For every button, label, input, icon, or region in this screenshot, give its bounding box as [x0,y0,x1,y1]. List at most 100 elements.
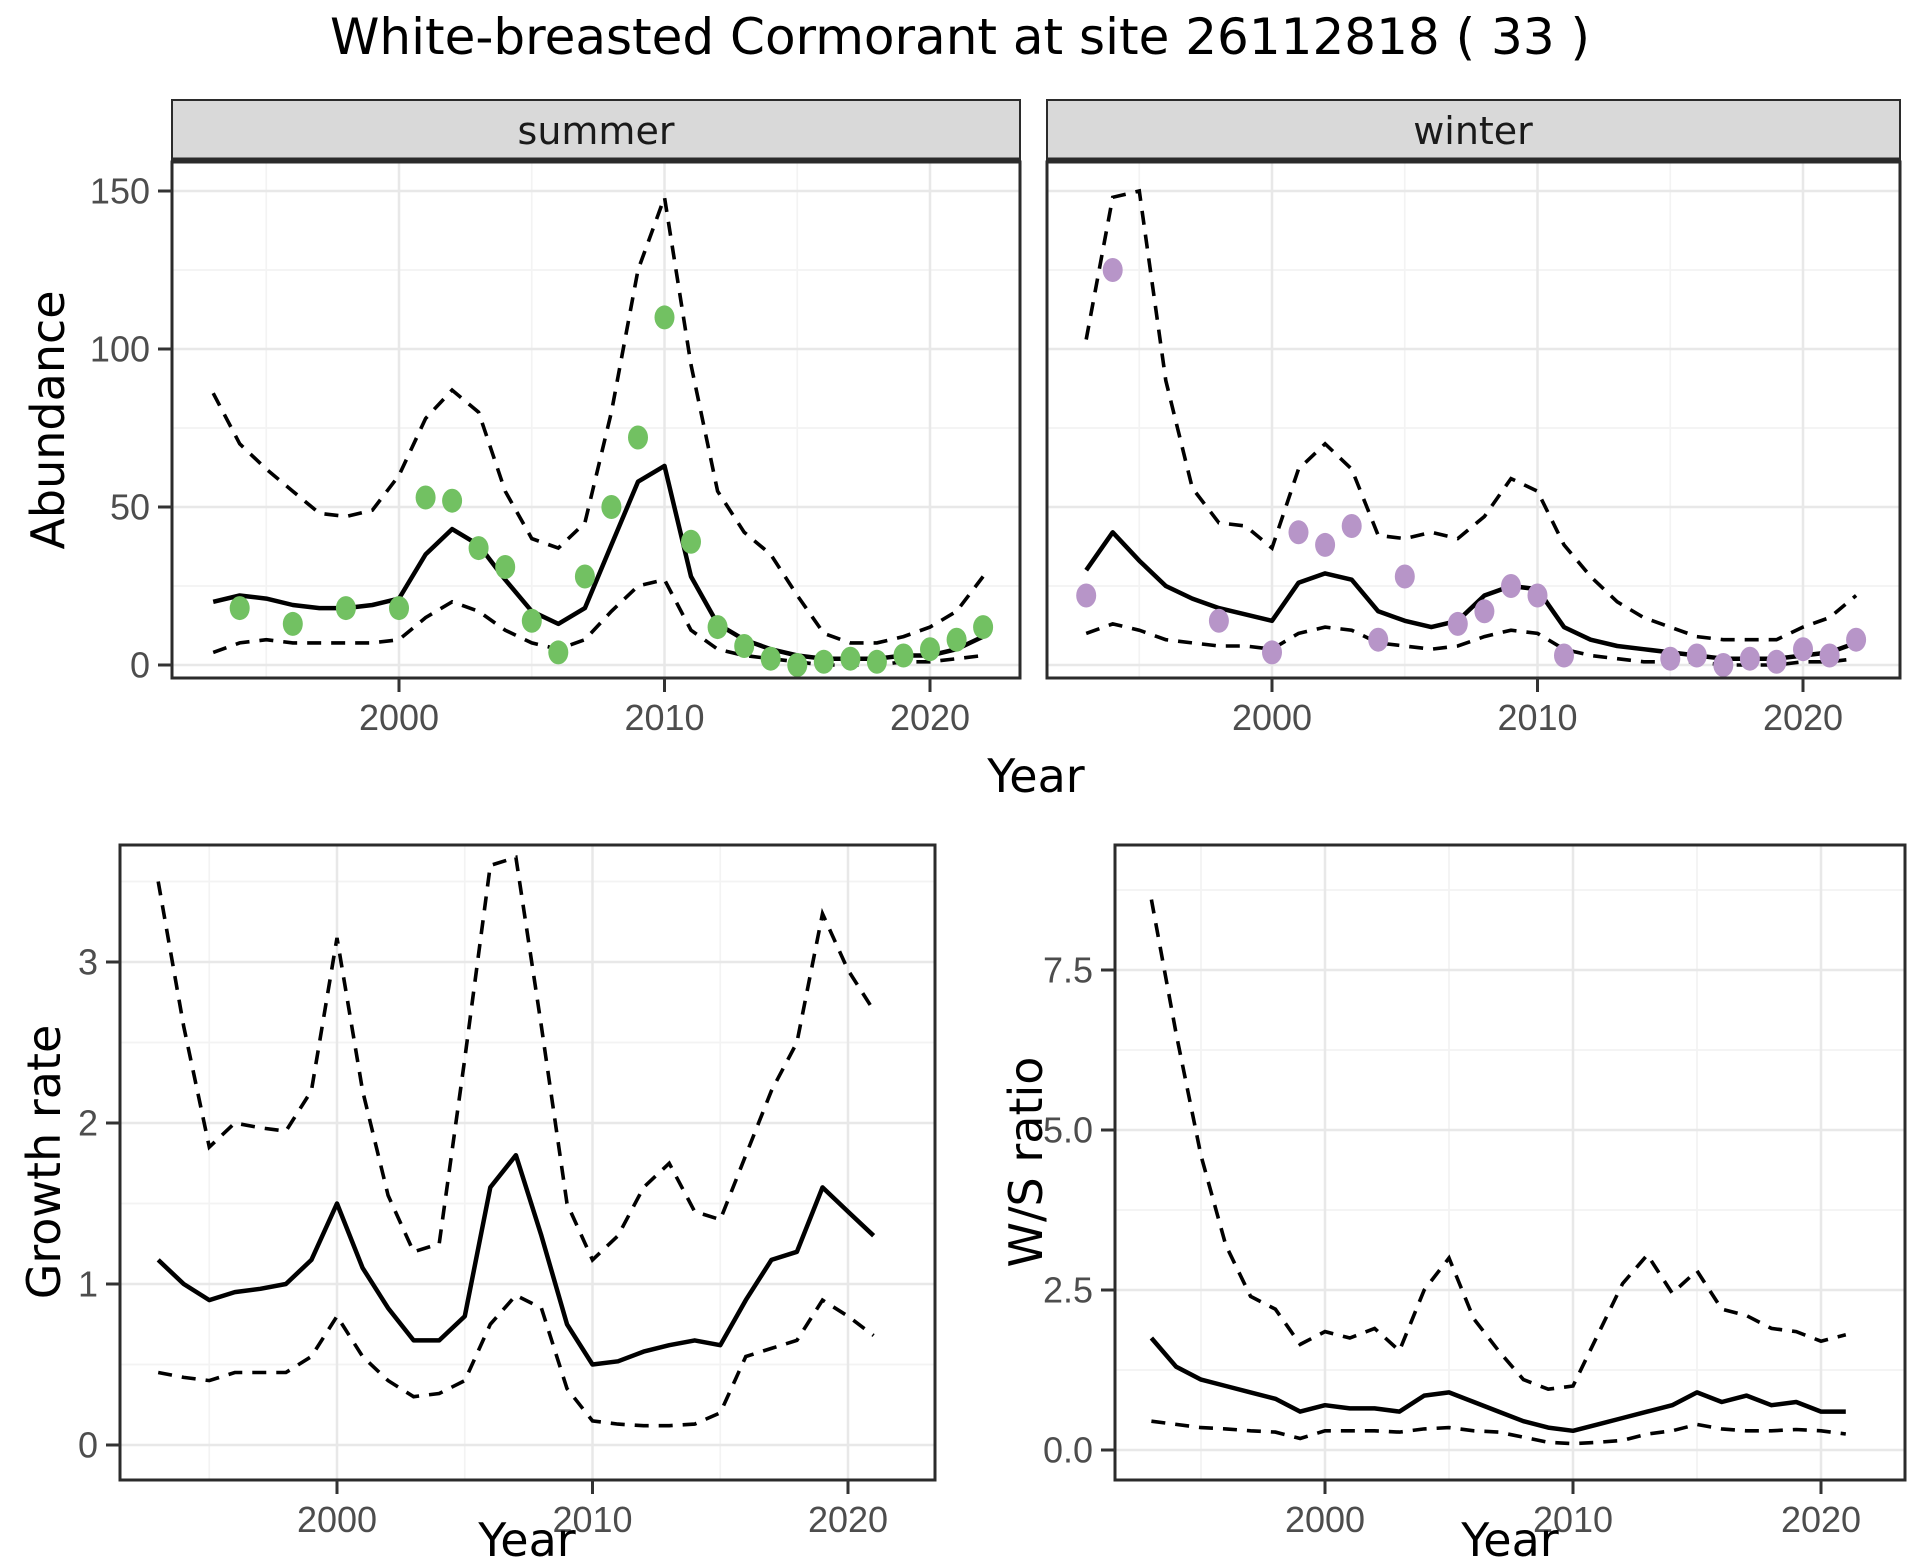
panel-border [118,843,937,1482]
growth-rate-panel: 2000 2010 2020 0 1 2 3 [78,843,937,1540]
fit-line [156,1152,876,1367]
observation-point [1660,646,1681,671]
observation-point [813,649,834,674]
panel-border [1113,843,1907,1482]
x-tick-label: 2010 [1533,1499,1613,1540]
x-axis-title-year-top: Year [986,749,1084,803]
observation-point [840,646,861,671]
x-tick-label: 2000 [1232,697,1312,738]
lower-ci-line [1151,1419,1847,1446]
observation-point [734,634,755,658]
observation-point [521,608,542,633]
abundance-facet-chart: 2000 2010 2020 0 50 100 150 2000 2010 2020 summer… [21,99,1902,803]
y-tick-label: 3 [78,942,98,983]
y-tick-label: 0.0 [1043,1430,1093,1471]
y-tick-label: 2 [78,1103,98,1144]
ws-ratio-chart: 2000 2010 2020 0.0 2.5 5.0 7.5 W/S ratio Year [999,843,1907,1560]
facet-strip-label-winter: winter [1413,109,1533,153]
observation-point [335,596,356,621]
upper-ci-line [1149,899,1847,1392]
observation-point [787,653,808,677]
growth-rate-chart: 2000 2010 2020 0 1 2 3 Growth rate Year [17,843,937,1560]
observation-point [760,646,781,671]
x-tick-label: 2020 [1763,697,1843,738]
observation-point [628,425,648,450]
observation-point [1076,583,1097,608]
y-tick-label: 0 [78,1425,98,1466]
observation-point [1208,608,1229,633]
panel-background [172,162,1020,678]
observation-point [866,649,887,674]
y-tick-label: 0 [130,645,150,686]
x-axis-title-year-ws: Year [1460,1513,1558,1560]
ws-ratio-panel: 2000 2010 2020 0.0 2.5 5.0 7.5 [1043,843,1907,1540]
observation-point [1394,564,1415,589]
observation-point [973,615,994,640]
y-axis-title-ws-ratio: W/S ratio [999,1057,1053,1268]
x-tick-label: 2000 [297,1499,377,1540]
observation-point [1819,643,1840,668]
chart-title: White-breasted Cormorant at site 2611281… [329,8,1591,66]
observation-point [946,627,967,652]
y-tick-label: 100 [90,329,150,370]
observation-point [1686,643,1707,668]
observation-point [1554,643,1574,668]
observation-point [920,637,940,662]
x-tick-label: 2020 [1781,1499,1861,1540]
y-axis-title-growth-rate: Growth rate [17,1025,71,1300]
observation-point [415,485,436,510]
observation-point [468,536,489,561]
facet-strip [171,99,1021,161]
observation-point [282,611,303,636]
observation-point [1447,611,1468,636]
observation-point [1766,649,1787,674]
x-tick-label: 2000 [1285,1499,1365,1540]
abundance-panels: 2000 2010 2020 0 50 100 150 2000 2010 2020 [90,99,1902,738]
observation-point [1527,583,1548,608]
x-tick-label: 2020 [808,1499,888,1540]
upper-ci-line [156,855,876,1263]
observation-point [654,305,675,330]
observation-point [574,564,595,589]
observation-point [1793,637,1813,662]
observation-point [1501,574,1521,598]
y-tick-label: 2.5 [1043,1270,1093,1311]
x-axis-title-year-growth: Year [477,1513,575,1560]
x-tick-label: 2000 [359,697,439,738]
observation-point [1341,514,1362,538]
y-tick-label: 150 [90,171,150,212]
observation-point [548,640,569,665]
observation-point [1102,258,1123,282]
panel-background [1047,162,1900,678]
x-tick-label: 2010 [624,697,704,738]
fit-line [1149,1336,1846,1434]
observation-point [601,495,622,519]
observation-point [389,596,409,621]
y-tick-label: 1 [78,1264,98,1305]
observation-point [495,555,516,579]
observation-point [707,615,728,640]
y-tick-label: 5.0 [1043,1110,1093,1151]
panel-background [1115,845,1905,1480]
observation-point [1713,653,1734,677]
y-axis-title-abundance: Abundance [21,290,75,549]
observation-point [893,643,914,668]
lower-ci-line [1085,622,1857,667]
upper-ci-line [1084,188,1858,642]
observation-point [1739,646,1760,671]
x-tick-label: 2010 [552,1499,632,1540]
facet-strip [1046,99,1901,161]
observation-point [1262,640,1282,665]
x-tick-label: 2010 [1497,697,1577,738]
observation-point [229,596,250,621]
observation-point [1288,520,1309,545]
y-tick-label: 7.5 [1043,950,1093,991]
observation-point [1315,532,1336,557]
upper-ci-line [211,190,985,645]
lower-ci-line [157,1293,875,1428]
x-tick-label: 2020 [890,697,970,738]
observation-point [681,529,701,554]
observation-point [442,488,463,513]
facet-strip-label-summer: summer [518,109,675,153]
